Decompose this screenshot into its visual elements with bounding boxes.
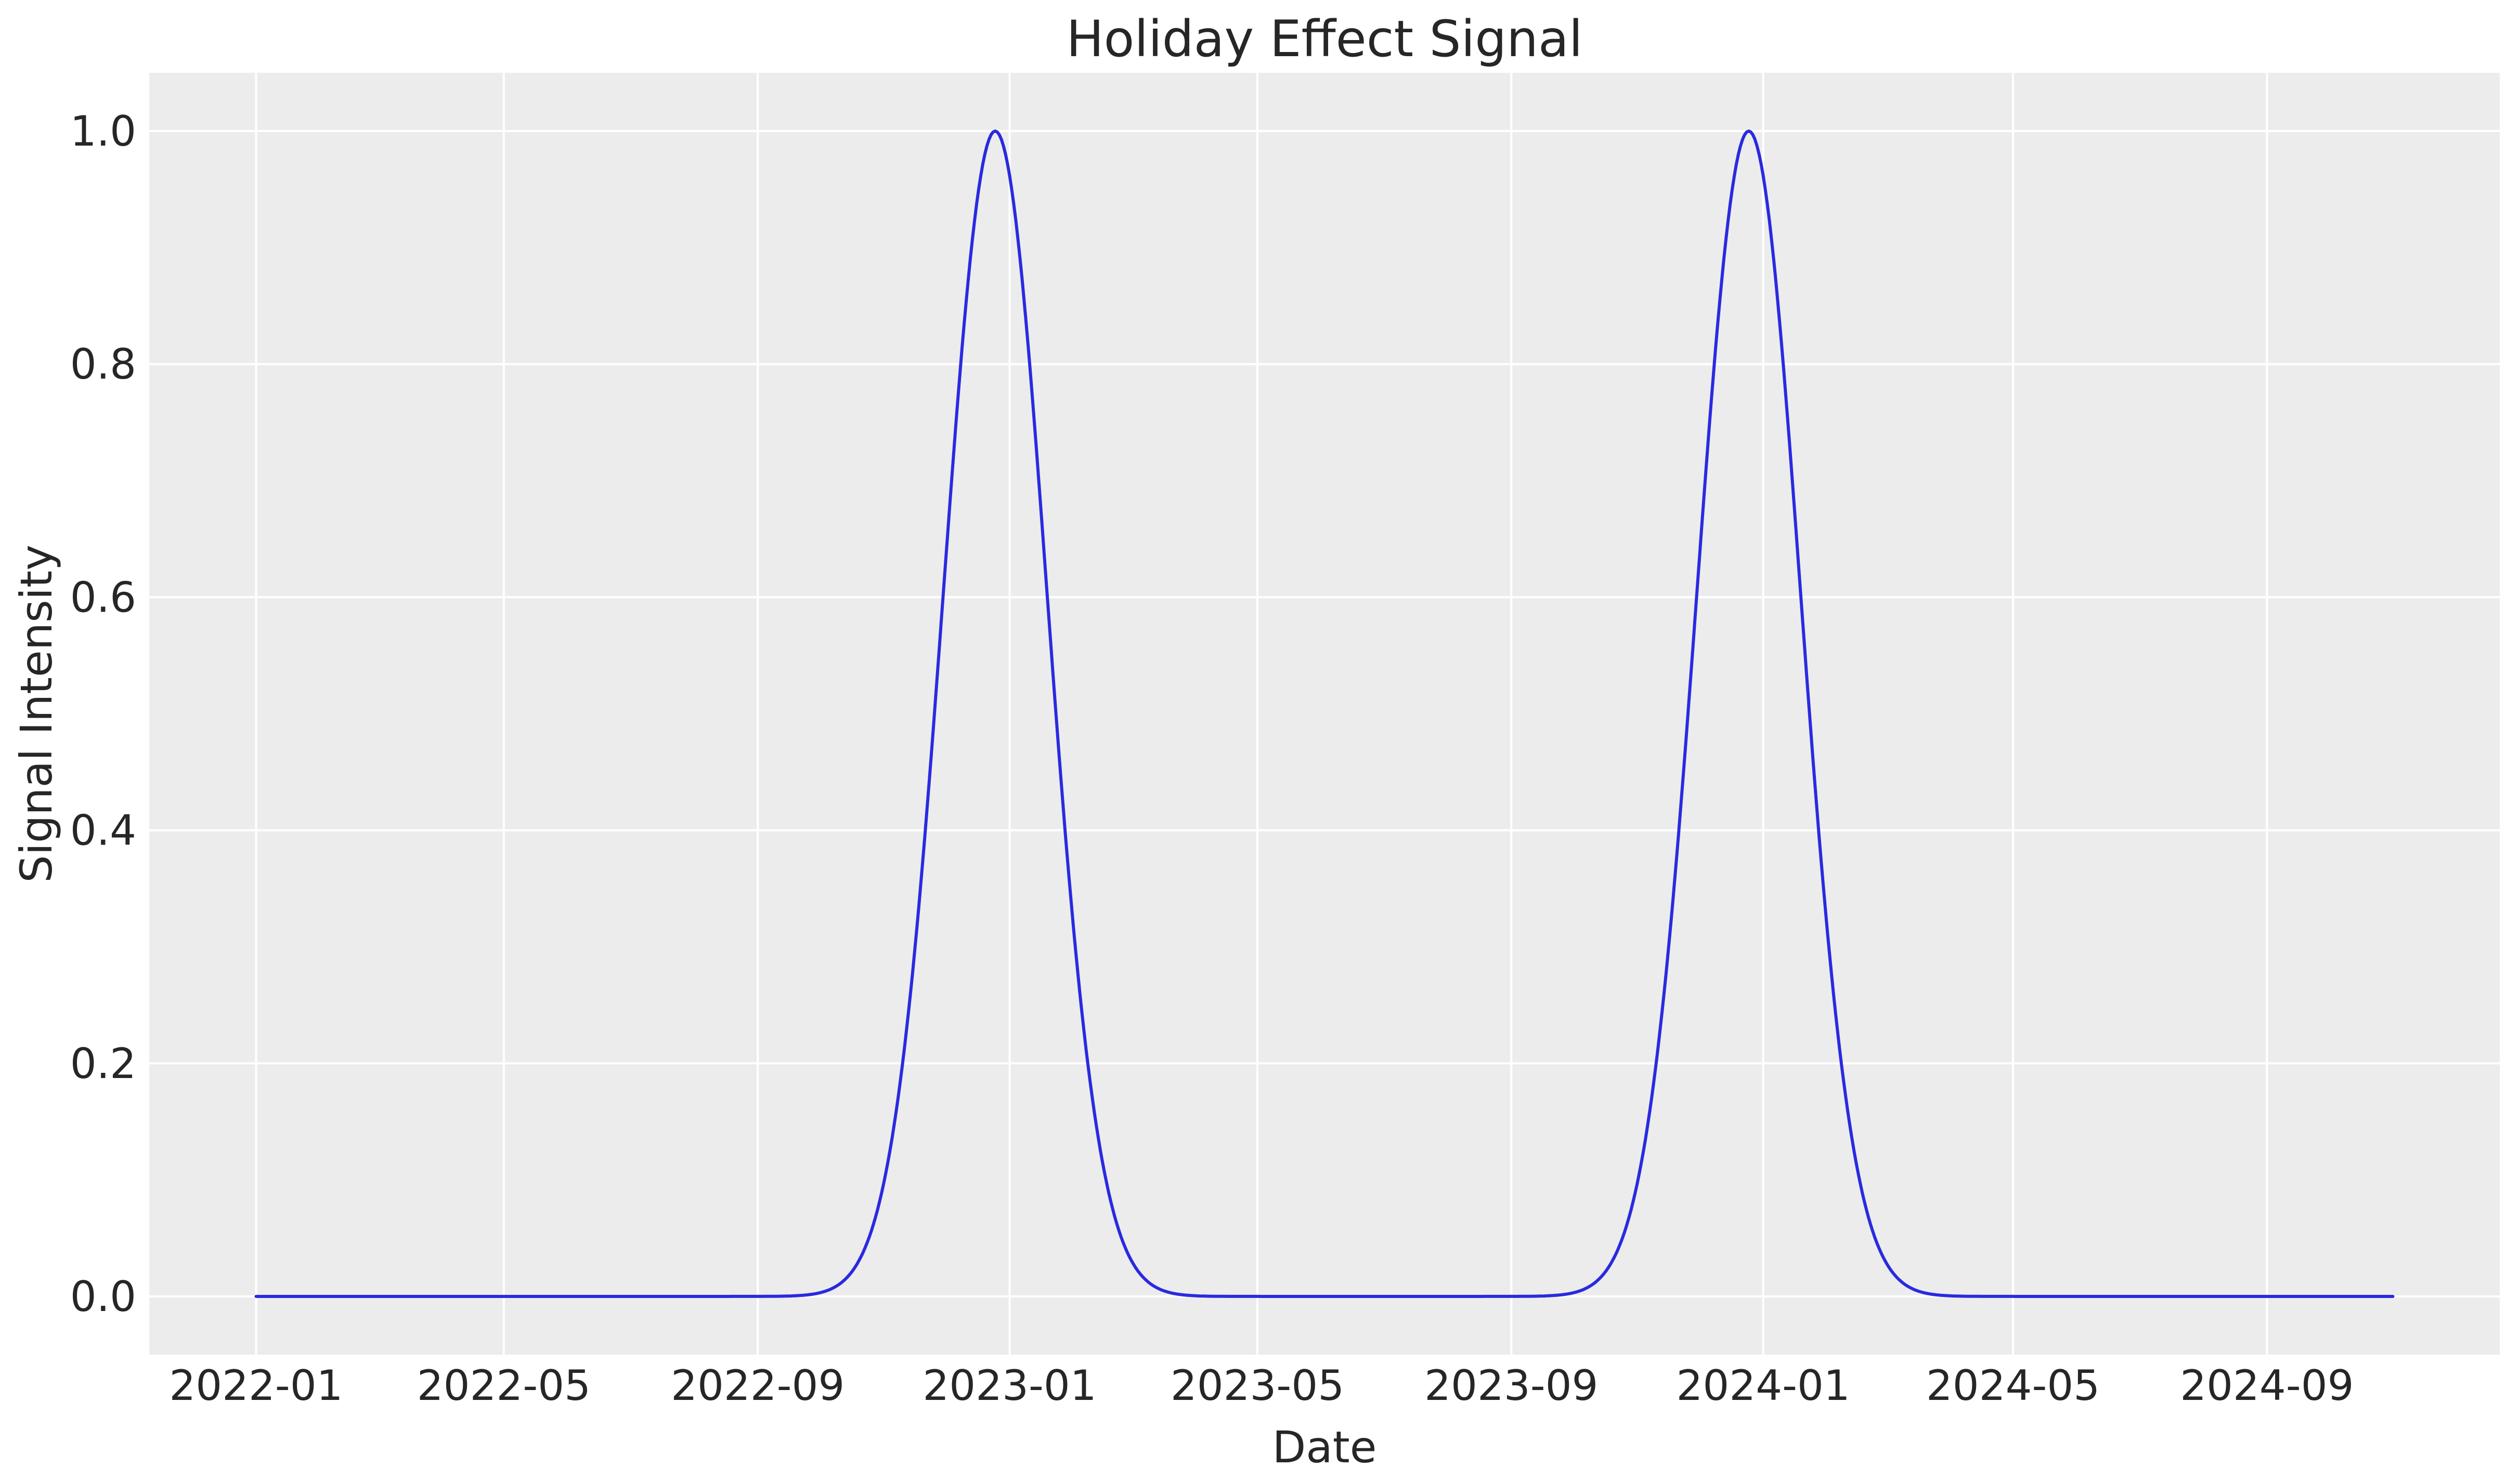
x-tick-label: 2023-05 <box>1171 1361 1344 1410</box>
x-tick-label: 2023-09 <box>1424 1361 1598 1410</box>
chart-title: Holiday Effect Signal <box>1066 10 1582 68</box>
y-axis-label: Signal Intensity <box>11 544 62 882</box>
x-tick-label: 2023-01 <box>923 1361 1096 1410</box>
x-tick-label: 2024-05 <box>1926 1361 2100 1410</box>
x-tick-label: 2024-09 <box>2180 1361 2354 1410</box>
x-tick-labels: 2022-01 2022-05 2022-09 2023-01 2023-05 2023-… <box>169 1361 2354 1410</box>
x-tick-label: 2024-01 <box>1677 1361 1850 1410</box>
plot-area <box>149 73 2500 1355</box>
x-tick-label: 2022-05 <box>417 1361 591 1410</box>
x-tick-label: 2022-01 <box>169 1361 343 1410</box>
x-tick-label: 2022-09 <box>671 1361 845 1410</box>
y-tick-label: 0.8 <box>70 340 136 388</box>
x-axis-label: Date <box>1272 1422 1377 1473</box>
y-tick-label: 0.0 <box>70 1273 136 1321</box>
signal-line <box>254 129 2395 1298</box>
y-tick-labels: 0.0 0.2 0.4 0.6 0.8 1.0 <box>70 107 136 1321</box>
y-tick-label: 0.2 <box>70 1040 136 1088</box>
y-tick-label: 0.4 <box>70 807 136 855</box>
y-tick-label: 1.0 <box>70 107 136 155</box>
y-tick-label: 0.6 <box>70 573 136 621</box>
